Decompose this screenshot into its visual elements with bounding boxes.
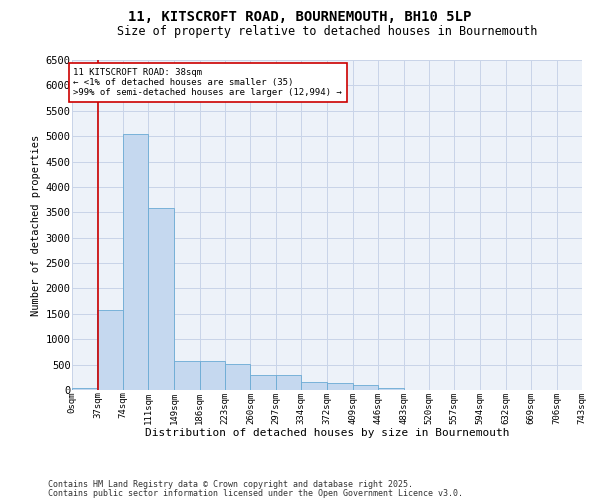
Bar [174,361,200,390]
Bar [328,383,353,390]
Bar [301,382,328,390]
Text: 11 KITSCROFT ROAD: 38sqm
← <1% of detached houses are smaller (35)
>99% of semi-: 11 KITSCROFT ROAD: 38sqm ← <1% of detach… [73,68,342,98]
Text: 11, KITSCROFT ROAD, BOURNEMOUTH, BH10 5LP: 11, KITSCROFT ROAD, BOURNEMOUTH, BH10 5L… [128,10,472,24]
Bar [250,376,276,390]
Bar [276,376,301,390]
X-axis label: Distribution of detached houses by size in Bournemouth: Distribution of detached houses by size … [145,428,509,438]
Title: Size of property relative to detached houses in Bournemouth: Size of property relative to detached ho… [117,25,537,38]
Bar [200,361,225,390]
Bar [353,385,378,390]
Text: Contains public sector information licensed under the Open Government Licence v3: Contains public sector information licen… [48,489,463,498]
Bar [378,388,404,390]
Bar [97,310,123,390]
Bar [123,134,148,390]
Y-axis label: Number of detached properties: Number of detached properties [31,134,41,316]
Bar [148,208,174,390]
Bar [72,388,97,390]
Bar [225,364,250,390]
Text: Contains HM Land Registry data © Crown copyright and database right 2025.: Contains HM Land Registry data © Crown c… [48,480,413,489]
